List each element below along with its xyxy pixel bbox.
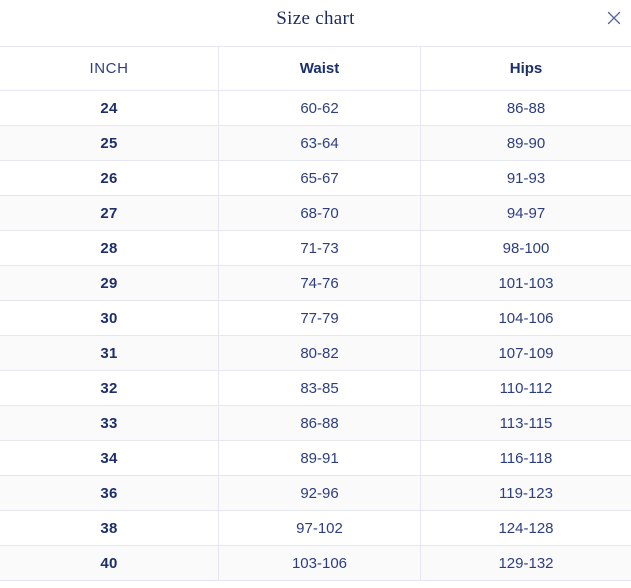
hips-cell: 86-88 <box>420 91 631 125</box>
table-row: 27 68-70 94-97 <box>0 196 631 231</box>
hips-cell: 89-90 <box>420 126 631 160</box>
size-cell: 33 <box>100 414 118 432</box>
size-cell: 28 <box>100 239 118 257</box>
size-cell: 26 <box>100 169 118 187</box>
table-row: 29 74-76 101-103 <box>0 266 631 301</box>
table-row: 38 97-102 124-128 <box>0 511 631 546</box>
close-icon <box>607 11 621 25</box>
waist-cell: 92-96 <box>218 476 420 510</box>
waist-cell: 77-79 <box>218 301 420 335</box>
table-row: 32 83-85 110-112 <box>0 371 631 406</box>
table-row: 28 71-73 98-100 <box>0 231 631 266</box>
table-row: 36 92-96 119-123 <box>0 476 631 511</box>
size-cell: 32 <box>100 379 118 397</box>
waist-cell: 83-85 <box>218 371 420 405</box>
table-header-row: INCH Waist Hips <box>0 47 631 91</box>
hips-cell: 124-128 <box>420 511 631 545</box>
hips-cell: 94-97 <box>420 196 631 230</box>
waist-cell: 86-88 <box>218 406 420 440</box>
waist-cell: 103-106 <box>218 546 420 580</box>
modal-header: Size chart <box>0 0 631 46</box>
modal-title: Size chart <box>276 8 355 29</box>
size-cell: 34 <box>100 449 118 467</box>
hips-cell: 113-115 <box>420 406 631 440</box>
column-header-hips: Hips <box>420 47 631 90</box>
hips-cell: 104-106 <box>420 301 631 335</box>
size-cell: 29 <box>100 274 118 292</box>
table-row: 30 77-79 104-106 <box>0 301 631 336</box>
waist-cell: 97-102 <box>218 511 420 545</box>
waist-cell: 71-73 <box>218 231 420 265</box>
size-cell: 30 <box>100 309 118 327</box>
waist-cell: 68-70 <box>218 196 420 230</box>
hips-cell: 98-100 <box>420 231 631 265</box>
table-row: 31 80-82 107-109 <box>0 336 631 371</box>
waist-cell: 89-91 <box>218 441 420 475</box>
waist-cell: 63-64 <box>218 126 420 160</box>
table-row: 24 60-62 86-88 <box>0 91 631 126</box>
column-header-inch: INCH <box>89 60 129 77</box>
waist-cell: 80-82 <box>218 336 420 370</box>
hips-cell: 110-112 <box>420 371 631 405</box>
table-row: 25 63-64 89-90 <box>0 126 631 161</box>
hips-cell: 119-123 <box>420 476 631 510</box>
waist-cell: 74-76 <box>218 266 420 300</box>
waist-cell: 60-62 <box>218 91 420 125</box>
size-cell: 25 <box>100 134 118 152</box>
table-body: 24 60-62 86-88 25 63-64 89-90 26 65-67 9… <box>0 91 631 581</box>
hips-cell: 107-109 <box>420 336 631 370</box>
size-cell: 27 <box>100 204 118 222</box>
hips-cell: 91-93 <box>420 161 631 195</box>
size-chart-table: INCH Waist Hips 24 60-62 86-88 25 63-64 … <box>0 46 631 581</box>
size-cell: 31 <box>100 344 118 362</box>
hips-cell: 116-118 <box>420 441 631 475</box>
hips-cell: 129-132 <box>420 546 631 580</box>
close-button[interactable] <box>604 8 624 28</box>
table-row: 26 65-67 91-93 <box>0 161 631 196</box>
column-header-waist: Waist <box>218 47 420 90</box>
size-cell: 40 <box>100 554 118 572</box>
table-row: 34 89-91 116-118 <box>0 441 631 476</box>
waist-cell: 65-67 <box>218 161 420 195</box>
table-row: 40 103-106 129-132 <box>0 546 631 581</box>
size-cell: 24 <box>100 99 118 117</box>
table-row: 33 86-88 113-115 <box>0 406 631 441</box>
size-cell: 36 <box>100 484 118 502</box>
hips-cell: 101-103 <box>420 266 631 300</box>
size-cell: 38 <box>100 519 118 537</box>
